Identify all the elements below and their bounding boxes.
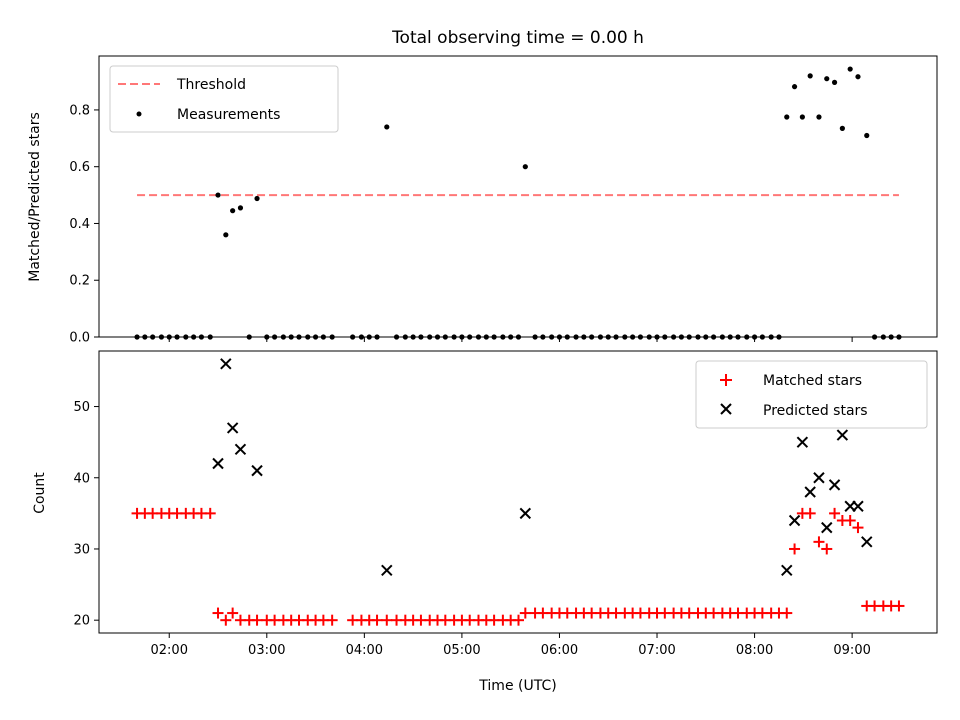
- y-tick-label: 40: [73, 471, 90, 486]
- predicted-stars-point: [821, 521, 833, 534]
- matched-stars-point: [220, 614, 232, 626]
- measurement-point: [824, 76, 830, 82]
- matched-stars-point: [519, 607, 531, 619]
- legend-threshold-label: Threshold: [176, 77, 246, 93]
- x-tick-label: 07:00: [638, 643, 675, 658]
- matched-stars-point: [821, 543, 833, 555]
- predicted-stars-point: [226, 422, 239, 434]
- measurement-point: [839, 125, 845, 131]
- measurement-point: [791, 84, 798, 90]
- matched-stars-point: [781, 607, 793, 619]
- predicted-stars-point: [804, 486, 816, 498]
- x-tick-label: 09:00: [833, 643, 870, 658]
- predicted-stars-point: [813, 472, 825, 484]
- y-tick-label: 0.6: [69, 160, 90, 175]
- matched-stars-point: [893, 600, 905, 612]
- chart-title: Total observing time = 0.00 h: [391, 28, 644, 48]
- legend-matched-swatch: [720, 374, 732, 386]
- predicted-stars-point: [788, 514, 801, 527]
- matched-stars-point: [251, 614, 263, 626]
- measurement-point: [816, 114, 822, 120]
- ratio-axes-frame: [98, 55, 938, 338]
- predicted-stars-point: [251, 464, 263, 477]
- count-legend-box: [695, 360, 928, 429]
- predicted-stars-point: [519, 507, 532, 520]
- ratio-panel: Total observing time = 0.00 h 0.00.20.40…: [27, 28, 938, 346]
- ratio-y-ticks: 0.0 0.2 0.4 0.6 0.8: [69, 103, 99, 346]
- matched-stars-point: [789, 543, 801, 555]
- measurement-point: [223, 232, 229, 238]
- ratio-y-axis-label: Matched/Predicted stars: [27, 112, 43, 282]
- measurement-point: [864, 132, 870, 139]
- matched-stars-point: [371, 614, 383, 626]
- predicted-stars-point: [836, 429, 849, 441]
- legend-predicted-swatch: [720, 403, 732, 415]
- predicted-stars-point: [861, 536, 873, 548]
- x-tick-label: 08:00: [736, 643, 773, 658]
- predicted-stars-point: [234, 443, 247, 455]
- measurement-point: [855, 74, 861, 80]
- x-tick-label: 04:00: [346, 643, 383, 658]
- measurement-point: [799, 114, 805, 120]
- measurement-point: [522, 164, 528, 170]
- x-tick-label: 06:00: [541, 643, 578, 658]
- y-tick-label: 0.4: [69, 217, 90, 232]
- x-axis-label: Time (UTC): [478, 678, 556, 694]
- measurement-point: [847, 66, 853, 72]
- legend-matched-label: Matched stars: [763, 373, 862, 389]
- count-y-ticks: 20 30 40 50: [73, 400, 99, 629]
- y-tick-label: 0.2: [69, 274, 90, 289]
- predicted-stars-point: [220, 358, 232, 370]
- count-x-ticks: 02:00 03:00 04:00 05:00 06:00 07:00 08:00 09:00: [151, 633, 871, 658]
- matched-stars-point: [813, 536, 825, 548]
- x-tick-label: 05:00: [443, 643, 480, 658]
- measurement-point: [384, 124, 390, 130]
- predicted-stars-point: [828, 479, 841, 491]
- count-legend: Matched stars Predicted stars: [695, 360, 928, 429]
- ratio-plot-area: [134, 66, 902, 340]
- count-y-axis-label: Count: [32, 472, 48, 514]
- measurement-point: [784, 114, 790, 120]
- y-tick-label: 0.8: [69, 103, 90, 118]
- measurement-point: [807, 73, 813, 79]
- y-tick-label: 0.0: [69, 331, 90, 346]
- measurement-point: [230, 208, 236, 214]
- ratio-x-ticks: [168, 337, 853, 342]
- matched-stars-point: [326, 614, 338, 626]
- predicted-stars-point: [381, 564, 393, 577]
- measurement-point: [237, 205, 244, 211]
- matched-stars-point: [844, 514, 856, 526]
- legend-measurements-swatch: [136, 111, 142, 117]
- matched-stars-point: [804, 507, 816, 519]
- predicted-stars-point: [212, 457, 224, 470]
- matched-stars-point: [212, 607, 224, 619]
- y-tick-label: 50: [73, 400, 90, 415]
- matched-stars-point: [512, 614, 524, 626]
- predicted-stars-point: [852, 500, 864, 512]
- ratio-legend-box: [109, 65, 339, 133]
- measurement-point: [254, 195, 260, 202]
- count-plot-area: [131, 358, 905, 626]
- measurement-point: [831, 79, 838, 85]
- y-tick-label: 30: [73, 542, 90, 557]
- matched-stars-point: [204, 507, 216, 519]
- predicted-stars-point: [796, 436, 809, 448]
- x-tick-label: 03:00: [248, 643, 285, 658]
- matched-stars-point: [852, 522, 864, 534]
- matched-stars-point: [227, 607, 239, 619]
- x-tick-label: 02:00: [151, 643, 188, 658]
- matched-stars-point: [829, 507, 841, 519]
- count-axes-frame: [98, 350, 938, 634]
- ratio-legend: Threshold Measurements: [109, 65, 339, 133]
- legend-measurements-label: Measurements: [177, 107, 280, 123]
- y-tick-label: 20: [73, 614, 90, 629]
- legend-predicted-label: Predicted stars: [763, 403, 868, 419]
- measurement-point: [215, 192, 221, 198]
- predicted-stars-point: [781, 564, 793, 577]
- matched-stars-point: [381, 614, 393, 626]
